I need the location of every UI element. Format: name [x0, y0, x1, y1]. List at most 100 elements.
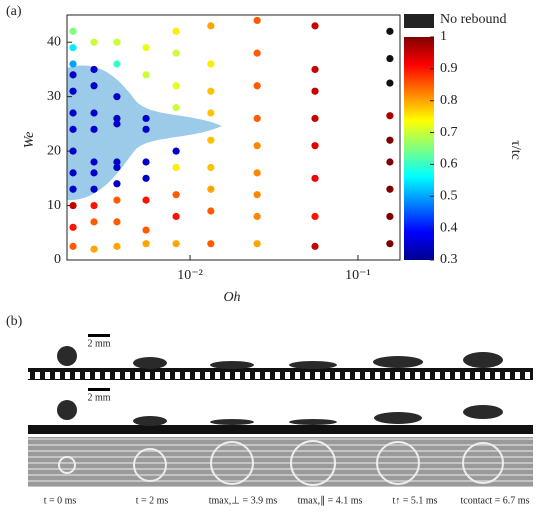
point	[142, 240, 150, 248]
point	[207, 207, 215, 215]
point	[386, 112, 394, 120]
point	[69, 201, 77, 210]
point	[253, 191, 261, 199]
point	[253, 49, 261, 57]
point	[386, 212, 394, 221]
point	[69, 185, 77, 193]
colorbar-tick-label: 0.9	[440, 61, 458, 76]
time-label: tcontact = 6.7 ms	[461, 495, 530, 506]
point	[142, 44, 150, 52]
point	[69, 223, 77, 231]
point	[113, 38, 121, 46]
point	[207, 22, 215, 30]
point	[386, 79, 394, 87]
time-label: t = 0 ms	[44, 495, 77, 506]
point	[142, 114, 150, 123]
point	[172, 103, 180, 112]
point	[69, 60, 77, 68]
point	[142, 125, 150, 133]
point	[253, 82, 261, 90]
no-rebound-swatch	[404, 14, 434, 28]
point	[69, 71, 77, 79]
colorbar-tick-label: 0.6	[440, 157, 458, 172]
point	[253, 240, 261, 248]
point	[90, 201, 98, 210]
colorbar	[404, 37, 434, 260]
point	[311, 242, 319, 250]
y-tick-label: 20	[47, 143, 61, 158]
point	[142, 196, 150, 204]
point	[113, 114, 121, 123]
time-label: tmax,∥ = 4.1 ms	[298, 495, 363, 506]
point	[386, 136, 394, 144]
scale-bar-label: 2 mm	[87, 338, 110, 349]
y-tick-label: 10	[47, 198, 61, 213]
no-rebound-label: No rebound	[440, 12, 507, 27]
point	[172, 240, 180, 248]
point	[172, 147, 180, 155]
droplet-footprints	[58, 440, 504, 486]
photo-row	[28, 437, 533, 487]
colorbar-label: τ/tc	[508, 140, 523, 160]
colorbar-tick-label: 0.8	[440, 93, 458, 108]
colorbar-tick-label: 1	[440, 29, 447, 44]
x-tick-label: 10⁻²	[177, 268, 203, 283]
colorbar-tick-label: 0.4	[440, 220, 458, 235]
colorbar-tick-label: 0.3	[440, 252, 458, 267]
point	[172, 27, 180, 35]
panel-label: (b)	[6, 314, 23, 329]
point	[311, 87, 319, 95]
point	[113, 242, 121, 250]
point	[311, 65, 319, 74]
scale-bar	[88, 334, 110, 337]
point	[207, 136, 215, 144]
point	[207, 185, 215, 193]
point	[90, 169, 98, 177]
time-label: tmax,⊥ = 3.9 ms	[209, 495, 278, 506]
point	[311, 212, 319, 221]
y-axis-label: We	[22, 132, 37, 149]
point	[386, 158, 394, 166]
point	[90, 65, 98, 74]
point	[311, 22, 319, 30]
point	[113, 180, 121, 188]
panel-label: (a)	[6, 4, 22, 19]
point	[142, 226, 150, 234]
point	[172, 49, 180, 57]
y-tick-label: 40	[47, 34, 61, 49]
point	[172, 82, 180, 90]
point	[69, 44, 77, 52]
point	[253, 142, 261, 150]
point	[90, 125, 98, 133]
point	[207, 163, 215, 172]
time-label: t↑ = 5.1 ms	[392, 495, 437, 506]
point	[172, 191, 180, 199]
point	[69, 109, 77, 117]
point	[207, 60, 215, 68]
point	[90, 158, 98, 166]
y-tick-label: 0	[54, 252, 61, 267]
point	[90, 82, 98, 90]
point	[69, 147, 77, 155]
point	[69, 242, 77, 250]
point	[113, 93, 121, 101]
point	[69, 87, 77, 95]
point	[113, 158, 121, 166]
point	[90, 245, 98, 253]
point	[113, 196, 121, 204]
point	[386, 185, 394, 193]
point	[253, 169, 261, 177]
point	[90, 109, 98, 117]
point	[172, 163, 180, 172]
point	[386, 54, 394, 63]
point	[207, 109, 215, 117]
plot-frame	[66, 14, 401, 261]
x-axis-label: Oh	[223, 290, 240, 305]
point	[113, 60, 121, 68]
point	[207, 87, 215, 95]
point	[311, 114, 319, 123]
point	[90, 38, 98, 46]
y-tick-label: 30	[47, 89, 61, 104]
point	[253, 212, 261, 221]
